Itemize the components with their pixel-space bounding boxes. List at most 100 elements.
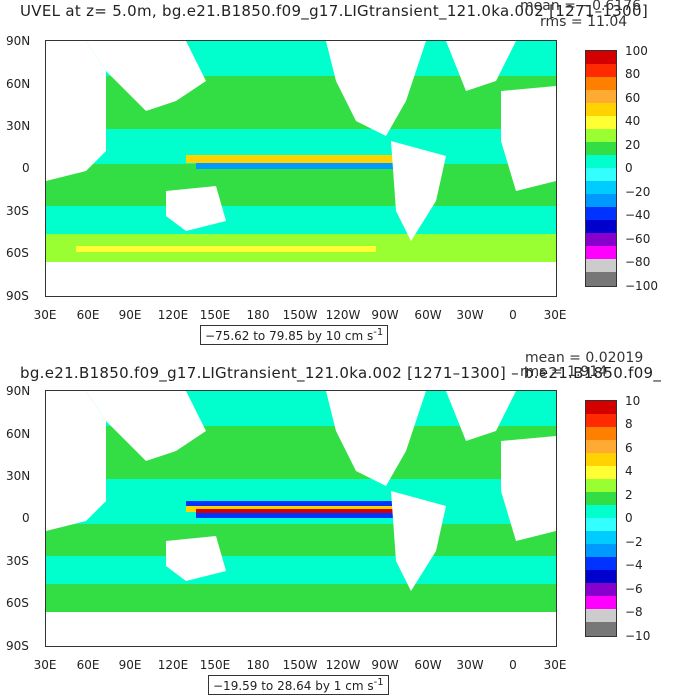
- circumpolar-band: [46, 584, 556, 612]
- southern-mid-band: [46, 556, 556, 584]
- colorbar-swatch: [586, 168, 616, 181]
- lat-label-90n: 90N: [6, 384, 31, 398]
- colorbar-label: 10: [625, 394, 641, 408]
- lat-label-90s: 90S: [6, 639, 29, 653]
- colorbar-label: 4: [625, 464, 633, 478]
- colorbar-swatch: [586, 609, 616, 622]
- colorbar-swatch: [586, 570, 616, 583]
- lon-label-150w: 150W: [282, 658, 318, 672]
- equatorial-negative-south: [196, 513, 406, 518]
- antarctica-land: [46, 612, 556, 646]
- contour-range-text: −19.59 to 28.64 by 1 cm s: [213, 679, 374, 693]
- africa-east-land: [501, 86, 556, 191]
- australia-land: [166, 186, 226, 231]
- lon-label-90e: 90E: [118, 308, 142, 322]
- lat-label-90s: 90S: [6, 289, 29, 303]
- contour-range-text: −75.62 to 79.85 by 10 cm s: [205, 329, 374, 343]
- colorbar-label: −10: [625, 629, 651, 643]
- colorbar-swatch: [586, 77, 616, 90]
- lon-label-120e: 120E: [157, 308, 189, 322]
- lat-label-30n: 30N: [6, 469, 31, 483]
- colorbar-swatch: [586, 466, 616, 479]
- colorbar-swatch: [586, 103, 616, 116]
- lon-label-60w: 60W: [414, 308, 442, 322]
- colorbar-label: 40: [625, 114, 641, 128]
- colorbar-swatch: [586, 492, 616, 505]
- europe-greenland-land: [446, 41, 516, 91]
- velocity-difference-map: [45, 390, 557, 647]
- colorbar-swatch: [586, 557, 616, 570]
- colorbar-swatch: [586, 505, 616, 518]
- lon-label-120w: 120W: [325, 308, 361, 322]
- equatorial-jet: [186, 155, 406, 163]
- colorbar-swatch: [586, 401, 616, 414]
- lon-label-180: 180: [246, 658, 270, 672]
- lat-label-60s: 60S: [6, 246, 29, 260]
- colorbar-label: 0: [625, 511, 633, 525]
- lat-label-90n: 90N: [6, 34, 31, 48]
- lon-label-150w: 150W: [282, 308, 318, 322]
- lon-label-30w: 30W: [456, 308, 484, 322]
- europe-greenland-land: [446, 391, 516, 441]
- colorbar-swatch: [586, 220, 616, 233]
- lon-label-0: 0: [509, 658, 517, 672]
- colorbar-swatch: [586, 64, 616, 77]
- lat-label-30n: 30N: [6, 119, 31, 133]
- colorbar-label: −80: [625, 255, 651, 269]
- lon-label-30w: 30W: [456, 658, 484, 672]
- rms-value: rms = 11.04: [540, 14, 628, 30]
- southern-mid-band: [46, 206, 556, 234]
- colorbar-label: −60: [625, 232, 651, 246]
- south-america-land: [391, 141, 446, 241]
- colorbar-label: −6: [625, 582, 643, 596]
- colorbar-swatch: [586, 453, 616, 466]
- colorbar-swatch: [586, 518, 616, 531]
- asia-land: [86, 391, 206, 461]
- contour-range: −19.59 to 28.64 by 1 cm s-1: [208, 675, 389, 695]
- mean-value: mean = 0.02019: [525, 350, 644, 366]
- lon-label-60e: 60E: [76, 658, 100, 672]
- colorbar-swatch: [586, 233, 616, 246]
- asia-land: [86, 41, 206, 111]
- unit-exponent: -1: [373, 677, 384, 688]
- equatorial-core: [196, 509, 396, 513]
- colorbar-label: 6: [625, 441, 633, 455]
- colorbar-label: −20: [625, 185, 651, 199]
- circumpolar-jet: [76, 246, 376, 252]
- australia-land: [166, 536, 226, 581]
- colorbar-label: −100: [625, 279, 658, 293]
- colorbar-label: 2: [625, 488, 633, 502]
- colorbar-swatch: [586, 622, 616, 636]
- mean-value: mean = −0.6176: [520, 0, 642, 14]
- colorbar-label: −8: [625, 605, 643, 619]
- lat-label-60n: 60N: [6, 77, 31, 91]
- lon-label-120e: 120E: [157, 658, 189, 672]
- colorbar-swatch: [586, 440, 616, 453]
- colorbar-swatch: [586, 531, 616, 544]
- lon-label-0: 0: [509, 308, 517, 322]
- lon-label-90e: 90E: [118, 658, 142, 672]
- lon-label-30e-end: 30E: [543, 308, 567, 322]
- panel-title: bg.e21.B1850.f09_g17.LIGtransient_121.0k…: [20, 364, 662, 382]
- colorbar-label: 20: [625, 138, 641, 152]
- velocity-map: [45, 40, 557, 297]
- colorbar-swatch: [586, 142, 616, 155]
- colorbar: [585, 400, 617, 637]
- colorbar-swatch: [586, 181, 616, 194]
- africa-land: [46, 391, 106, 531]
- colorbar-swatch: [586, 129, 616, 142]
- colorbar-swatch: [586, 207, 616, 220]
- colorbar-swatch: [586, 116, 616, 129]
- colorbar-swatch: [586, 596, 616, 609]
- lon-label-60e: 60E: [76, 308, 100, 322]
- colorbar-swatch: [586, 246, 616, 259]
- colorbar-label: 80: [625, 67, 641, 81]
- top-map-panel: UVEL at z= 5.0m, bg.e21.B1850.f09_g17.LI…: [6, 0, 658, 345]
- colorbar-label: −4: [625, 558, 643, 572]
- ocean-field: [46, 41, 556, 296]
- colorbar-label: 60: [625, 91, 641, 105]
- lon-label-30e: 30E: [33, 658, 57, 672]
- colorbar-swatch: [586, 259, 616, 272]
- colorbar-swatch: [586, 194, 616, 207]
- equatorial-negative-north: [186, 501, 406, 506]
